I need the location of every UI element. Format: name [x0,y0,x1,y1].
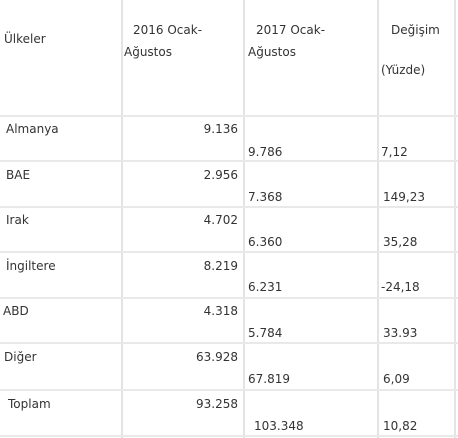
cell-2016: 9.136 [203,122,238,136]
row-divider [0,115,458,117]
cell-2016: 4.318 [203,304,238,318]
row-divider [0,160,458,162]
cell-2017: 5.784 [248,326,283,340]
header-2017-line1: 2017 Ocak- [256,23,326,37]
cell-change: 33.93 [383,326,418,340]
cell-2016: 63.928 [196,350,238,364]
column-divider [121,0,123,438]
header-2016-line1: 2016 Ocak- [133,23,203,37]
cell-change: 149,23 [383,190,425,204]
cell-country: Irak [6,213,29,227]
header-change-line1: Değişim [391,23,440,37]
header-2017-line2: Ağustos [248,45,296,59]
header-country: Ülkeler [4,32,46,46]
cell-2017: 6.360 [248,235,283,249]
cell-change: 7,12 [381,145,408,159]
cell-2016: 4.702 [203,213,238,227]
cell-country: BAE [6,168,31,182]
header-change-line2: (Yüzde) [381,63,426,77]
column-divider [454,0,456,438]
cell-change: -24,18 [381,280,420,294]
cell-2016: 93.258 [196,397,238,411]
cell-2016: 8.219 [203,259,238,273]
cell-2017: 9.786 [248,145,283,159]
cell-country: İngiltere [6,259,56,273]
cell-country: Toplam [8,397,51,411]
row-divider [0,435,458,437]
cell-change: 6,09 [383,372,410,386]
cell-2016: 2.956 [203,168,238,182]
cell-country: Diğer [4,350,37,364]
cell-2017: 6.231 [248,280,283,294]
column-divider [243,0,245,438]
cell-change: 35,28 [383,235,418,249]
row-divider [0,342,458,344]
row-divider [0,389,458,391]
cell-2017: 103.348 [254,419,304,433]
column-divider [377,0,379,438]
header-2016-line2: Ağustos [124,45,172,59]
cell-change: 10,82 [383,419,418,433]
cell-country: ABD [3,304,29,318]
row-divider [0,297,458,299]
row-divider [0,251,458,253]
row-divider [0,206,458,208]
cell-2017: 7.368 [248,190,283,204]
cell-2017: 67.819 [248,372,290,386]
cell-country: Almanya [6,122,59,136]
